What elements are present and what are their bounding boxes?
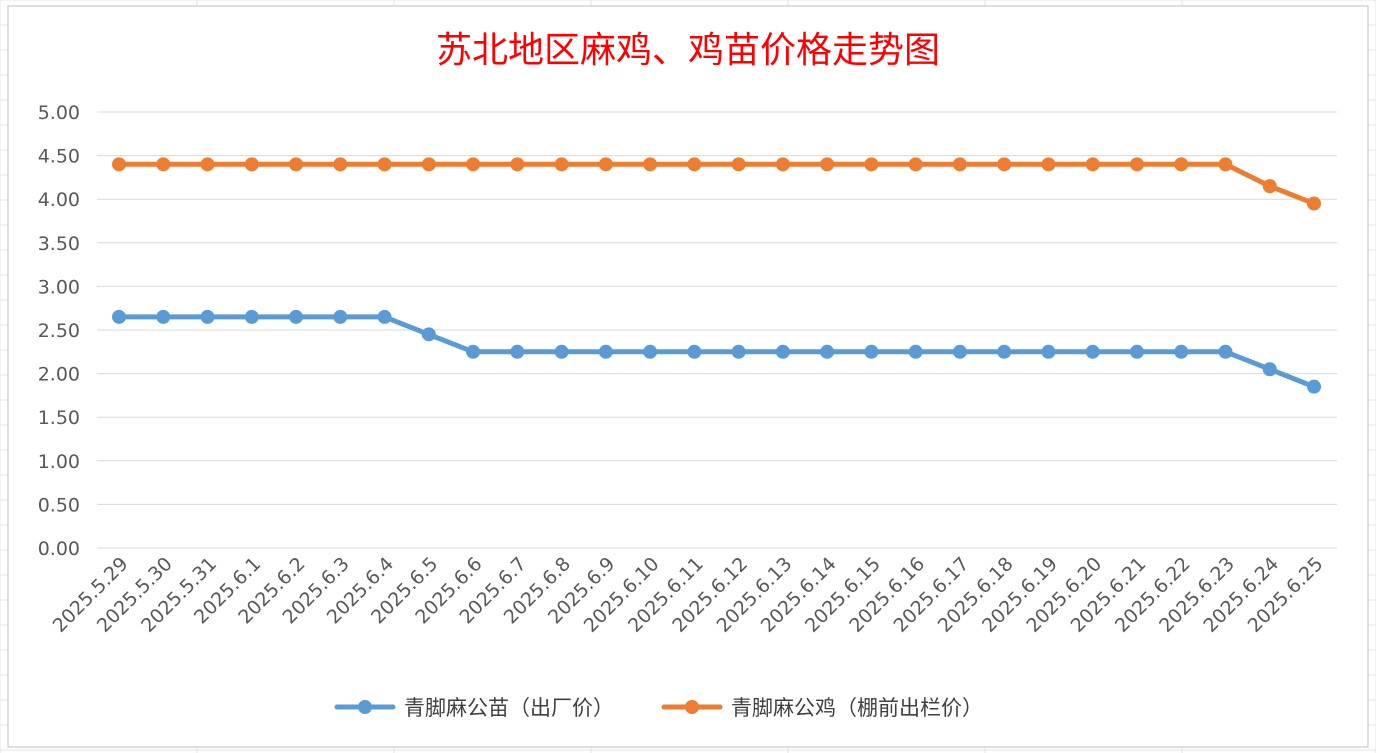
data-point <box>598 157 613 172</box>
data-point <box>687 344 702 359</box>
data-point <box>200 157 215 172</box>
data-point <box>731 344 746 359</box>
data-point <box>864 344 879 359</box>
data-point <box>731 157 746 172</box>
data-point <box>156 309 171 324</box>
y-tick-label: 4.50 <box>38 146 80 168</box>
data-point <box>864 157 879 172</box>
data-point <box>775 344 790 359</box>
data-point <box>1085 157 1100 172</box>
series-2 <box>112 157 1321 211</box>
data-point <box>510 344 525 359</box>
data-point <box>244 157 259 172</box>
data-point <box>687 157 702 172</box>
chart-title: 苏北地区麻鸡、鸡苗价格走势图 <box>436 30 940 71</box>
data-point <box>1129 157 1144 172</box>
y-tick-label: 0.50 <box>38 494 80 516</box>
data-point <box>244 309 259 324</box>
data-point <box>421 157 436 172</box>
y-axis: 0.00 0.50 1.00 1.50 2.00 2.50 3.00 3.50 4.00 4.50… <box>38 102 80 560</box>
legend-item: 青脚麻公苗（出厂价） <box>334 696 614 720</box>
data-point <box>1085 344 1100 359</box>
data-point <box>377 157 392 172</box>
legend-swatch-marker <box>685 700 699 714</box>
series-line <box>116 161 1317 207</box>
data-point <box>156 157 171 172</box>
legend-item: 青脚麻公鸡（棚前出栏价） <box>661 696 983 720</box>
chart-border <box>7 5 1369 748</box>
data-point <box>908 344 923 359</box>
data-point <box>377 309 392 324</box>
data-point <box>1041 344 1056 359</box>
data-point <box>554 157 569 172</box>
data-point <box>466 344 481 359</box>
data-point <box>112 157 126 172</box>
legend-swatch-marker <box>358 700 372 714</box>
data-point <box>643 344 658 359</box>
y-tick-label: 2.50 <box>38 320 80 342</box>
data-point <box>997 344 1012 359</box>
data-point <box>554 344 569 359</box>
series-line <box>116 314 1317 390</box>
data-point <box>1218 344 1233 359</box>
data-point <box>421 327 436 342</box>
y-tick-label: 4.00 <box>38 189 80 211</box>
series-1 <box>112 309 1321 394</box>
data-point <box>510 157 525 172</box>
data-point <box>820 344 835 359</box>
data-point <box>1307 196 1321 211</box>
data-point <box>952 157 967 172</box>
data-point <box>643 157 658 172</box>
data-point <box>1218 157 1233 172</box>
series-layer <box>112 157 1321 394</box>
y-tick-label: 2.00 <box>38 364 80 386</box>
data-point <box>1262 362 1277 377</box>
data-point <box>598 344 613 359</box>
y-tick-label: 5.00 <box>38 102 80 124</box>
y-tick-label: 1.00 <box>38 451 80 473</box>
y-tick-label: 3.50 <box>38 233 80 255</box>
legend-label: 青脚麻公鸡（棚前出栏价） <box>731 696 983 720</box>
legend: 青脚麻公苗（出厂价） 青脚麻公鸡（棚前出栏价） <box>334 696 983 720</box>
data-point <box>908 157 923 172</box>
y-tick-label: 0.00 <box>38 538 80 560</box>
data-point <box>1174 344 1189 359</box>
data-point <box>289 309 304 324</box>
data-point <box>112 309 126 324</box>
y-tick-label: 1.50 <box>38 407 80 429</box>
data-point <box>1129 344 1144 359</box>
data-point <box>466 157 481 172</box>
legend-label: 青脚麻公苗（出厂价） <box>404 696 614 720</box>
data-point <box>1307 379 1321 394</box>
data-point <box>289 157 304 172</box>
data-point <box>1041 157 1056 172</box>
data-point <box>1262 179 1277 194</box>
data-point <box>997 157 1012 172</box>
data-point <box>775 157 790 172</box>
gridlines <box>97 111 1337 549</box>
data-point <box>333 309 348 324</box>
y-tick-label: 3.00 <box>38 276 80 298</box>
data-point <box>333 157 348 172</box>
data-point <box>952 344 967 359</box>
data-point <box>1174 157 1189 172</box>
data-point <box>200 309 215 324</box>
data-point <box>820 157 835 172</box>
